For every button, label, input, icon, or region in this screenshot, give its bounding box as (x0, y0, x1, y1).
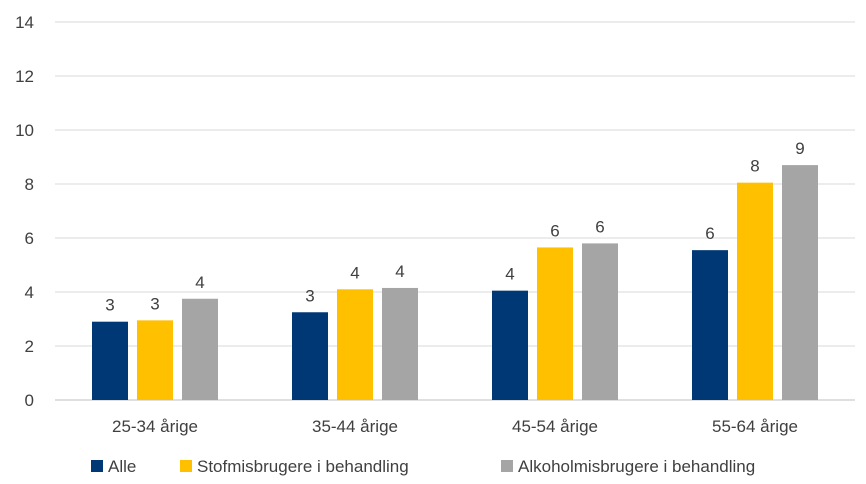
bar (382, 287, 418, 400)
data-label: 4 (395, 262, 404, 281)
bar (292, 312, 328, 400)
bar (737, 182, 773, 400)
x-tick-label: 25-34 årige (112, 417, 198, 436)
bar (182, 298, 218, 400)
bar (782, 165, 818, 400)
y-tick-label: 14 (15, 13, 34, 32)
data-label: 6 (595, 217, 604, 236)
data-label: 4 (350, 263, 359, 282)
data-label: 3 (150, 294, 159, 313)
data-label: 3 (105, 296, 114, 315)
legend-swatch (91, 460, 103, 472)
bar (137, 320, 173, 400)
bar (92, 321, 128, 400)
y-tick-label: 2 (25, 337, 34, 356)
y-tick-label: 4 (25, 283, 34, 302)
legend: Alle Stofmisbrugere i behandling Alkoholmi… (91, 457, 755, 476)
data-label: 4 (505, 265, 514, 284)
bar (537, 247, 573, 400)
bar (582, 243, 618, 400)
data-label: 6 (550, 221, 559, 240)
data-label: 4 (195, 273, 204, 292)
legend-label: Alle (108, 457, 136, 476)
y-tick-label: 12 (15, 67, 34, 86)
legend-swatch (501, 460, 513, 472)
data-labels: 3 3 4 3 4 4 4 6 6 6 8 9 (105, 139, 804, 315)
bar (492, 290, 528, 400)
legend-label: Alkoholmisbrugere i behandling (518, 457, 755, 476)
x-tick-label: 45-54 årige (512, 417, 598, 436)
y-tick-label: 0 (25, 391, 34, 410)
y-tick-label: 6 (25, 229, 34, 248)
data-label: 3 (305, 286, 314, 305)
data-label: 6 (705, 224, 714, 243)
x-axis-ticks: 25-34 årige 35-44 årige 45-54 årige 55-64 å… (112, 417, 798, 436)
y-tick-label: 8 (25, 175, 34, 194)
bar (337, 289, 373, 400)
gridlines (55, 21, 855, 401)
legend-swatch (180, 460, 192, 472)
x-tick-label: 55-64 årige (712, 417, 798, 436)
data-label: 8 (750, 157, 759, 176)
y-axis-ticks: 0 2 4 6 8 10 12 14 (15, 13, 34, 410)
y-tick-label: 10 (15, 121, 34, 140)
bars (92, 165, 818, 400)
bar (692, 250, 728, 400)
data-label: 9 (795, 139, 804, 158)
legend-label: Stofmisbrugere i behandling (197, 457, 409, 476)
x-tick-label: 35-44 årige (312, 417, 398, 436)
